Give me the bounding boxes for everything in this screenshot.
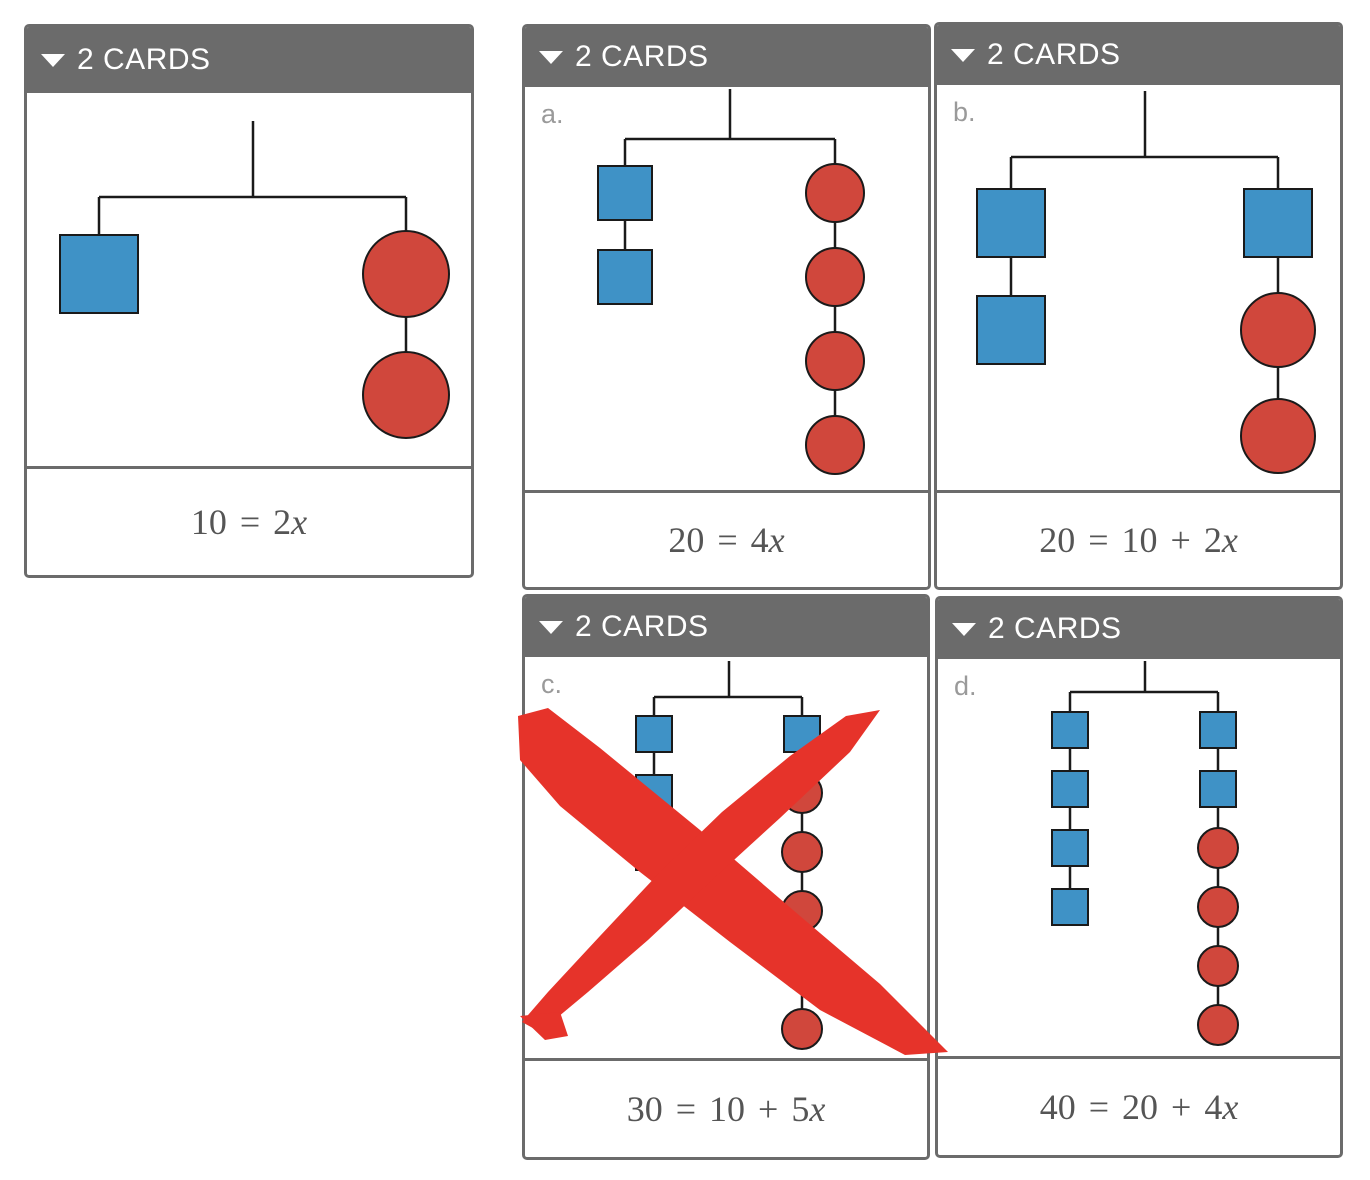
card-letter: b. [953,97,976,127]
hanger-picture-card[interactable]: a. [525,87,928,493]
card-group-c[interactable]: 2 CARDS c. 30 = 10 + 5x [522,594,930,1160]
hanger-picture-card[interactable]: b. [937,85,1340,493]
hanger-diagram [1051,661,1239,1046]
triangle-down-icon[interactable] [539,50,563,64]
red-circle [781,890,823,932]
group-header[interactable]: 2 CARDS [937,25,1340,85]
group-header-label: 2 CARDS [575,610,709,643]
red-circle [1197,1004,1239,1046]
hanger-diagram [597,89,865,475]
red-circle [805,331,865,391]
blue-square [635,833,673,871]
group-header[interactable]: 2 CARDS [938,599,1340,659]
hanger-picture-card[interactable]: d. [938,659,1340,1059]
equation-card[interactable]: 30 = 10 + 5x [525,1061,927,1157]
equation-card[interactable]: 10 = 2x [27,469,471,575]
equation: 20 = 10 + 2x [1039,520,1238,560]
red-circle [781,949,823,991]
blue-square [635,774,673,812]
triangle-down-icon[interactable] [952,622,976,636]
group-header[interactable]: 2 CARDS [27,27,471,93]
blue-square [1199,770,1237,808]
blue-square [59,234,139,314]
group-header-label: 2 CARDS [988,612,1122,645]
equation-card[interactable]: 20 = 10 + 2x [937,493,1340,587]
blue-square [597,165,653,221]
blue-square [1243,188,1313,258]
red-circle [1240,292,1316,368]
equation: 30 = 10 + 5x [626,1089,826,1129]
card-group-d[interactable]: 2 CARDS d. 40 = 20 + 4x [935,596,1343,1158]
hanger-diagram [59,121,450,439]
blue-square [976,295,1046,365]
card-letter: d. [954,671,977,701]
equation-card[interactable]: 40 = 20 + 4x [938,1059,1340,1155]
card-letter: c. [541,669,563,699]
red-circle [362,230,450,318]
red-circle [1197,945,1239,987]
triangle-down-icon[interactable] [539,620,563,634]
hanger-picture-card[interactable] [27,93,471,469]
triangle-down-icon[interactable] [951,48,975,62]
card-letter: a. [541,99,564,129]
red-circle [1197,827,1239,869]
equation: 10 = 2x [190,502,308,542]
card-group-a[interactable]: 2 CARDS a. 20 = 4x [522,24,931,590]
blue-square [976,188,1046,258]
blue-square [635,715,673,753]
red-circle [362,351,450,439]
hanger-picture-card[interactable]: c. [525,657,927,1061]
hanger-diagram [976,91,1316,474]
red-circle [805,415,865,475]
triangle-down-icon[interactable] [41,53,65,67]
red-circle [781,831,823,873]
blue-square [1199,711,1237,749]
blue-square [597,249,653,305]
card-group-reference[interactable]: 2 CARDS 10 = 2x [24,24,474,578]
blue-square [1051,829,1089,867]
group-header-label: 2 CARDS [987,38,1121,71]
equation: 40 = 20 + 4x [1039,1087,1239,1127]
group-header-label: 2 CARDS [575,40,709,73]
red-circle [1197,886,1239,928]
red-circle [805,163,865,223]
hanger-diagram [635,661,823,1050]
red-circle [781,1008,823,1050]
red-circle [805,247,865,307]
blue-square [783,715,821,753]
equation: 20 = 4x [668,520,785,560]
blue-square [1051,770,1089,808]
blue-square [1051,711,1089,749]
equation-card[interactable]: 20 = 4x [525,493,928,587]
group-header[interactable]: 2 CARDS [525,27,928,87]
red-circle [1240,398,1316,474]
group-header-label: 2 CARDS [77,43,211,76]
red-circle [781,772,823,814]
group-header[interactable]: 2 CARDS [525,597,927,657]
card-group-b[interactable]: 2 CARDS b. 20 = 10 + 2x [934,22,1343,590]
blue-square [1051,888,1089,926]
